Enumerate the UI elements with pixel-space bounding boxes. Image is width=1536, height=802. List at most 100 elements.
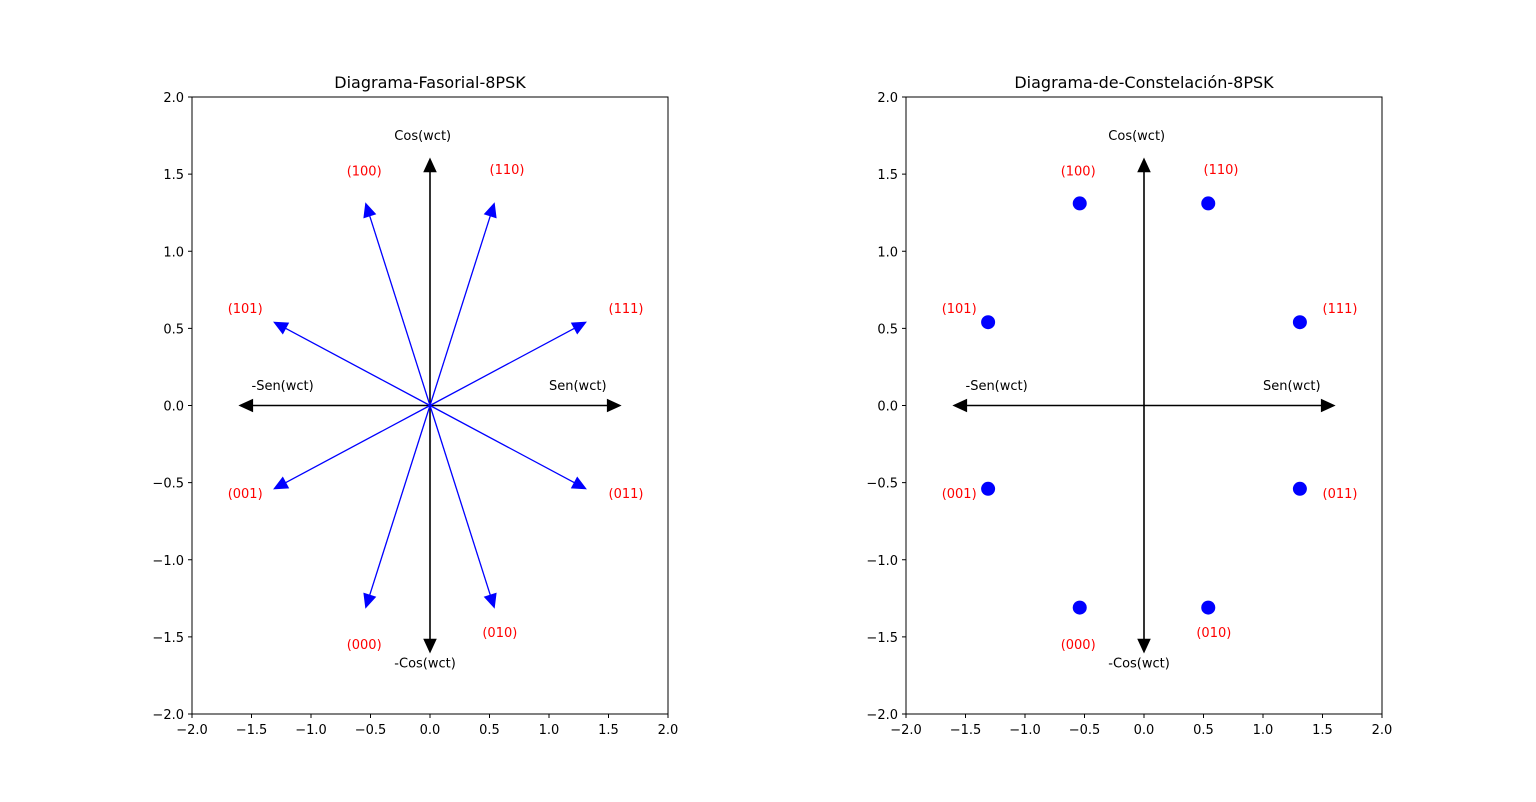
- phasor-vector-shaft: [369, 215, 431, 406]
- phasor-vector-shaft: [429, 404, 575, 484]
- y-tick-label: 2.0: [163, 91, 184, 106]
- phasor-vector-shaft: [285, 404, 431, 484]
- phasor-vector-shaft: [429, 215, 491, 406]
- phasor-vector-head: [570, 476, 587, 490]
- x-tick-label: −1.0: [295, 723, 327, 738]
- phasor-vector: [363, 405, 431, 609]
- x-tick-label: 1.0: [539, 723, 560, 738]
- axis-arrow: [1137, 405, 1151, 654]
- phasor-vector-shaft: [429, 405, 491, 596]
- x-tick-label: −1.5: [236, 723, 268, 738]
- symbol-code-label: (010): [1196, 626, 1231, 641]
- y-tick-label: 1.0: [163, 245, 184, 260]
- phasor-vector: [429, 405, 497, 609]
- x-tick-label: −0.5: [1069, 723, 1101, 738]
- axis-arrow-label: Sen(wct): [1263, 379, 1321, 394]
- axis-arrow: [1144, 398, 1336, 413]
- axis-arrow-label: Cos(wct): [394, 129, 451, 144]
- symbol-code-label: (010): [482, 626, 517, 641]
- phasor-vector-head: [483, 592, 497, 609]
- symbol-code-label: (001): [942, 487, 977, 502]
- x-tick-label: 2.0: [658, 723, 679, 738]
- phasor-vector-head: [273, 476, 290, 490]
- y-tick-label: −2.0: [866, 708, 898, 723]
- symbol-code-label: (111): [609, 302, 644, 317]
- axis-arrow-head: [1137, 638, 1151, 654]
- phasor-vector: [273, 321, 431, 407]
- axis-arrow: [430, 398, 622, 413]
- axis-arrow-label: Cos(wct): [1108, 129, 1165, 144]
- phasor-vector: [429, 404, 587, 490]
- y-tick-label: 0.0: [163, 400, 184, 415]
- symbol-code-label: (000): [347, 638, 382, 653]
- constellation-point: [981, 481, 996, 496]
- axis-arrow: [952, 398, 1144, 413]
- axis-arrow-head: [606, 398, 622, 413]
- x-tick-label: 2.0: [1372, 723, 1393, 738]
- constellation-diagram-panel: Diagrama-de-Constelación-8PSK −2.0 −1.5 −1.…: [866, 73, 1392, 738]
- phasor-diagram-panel: Diagrama-Fasorial-8PSK −2.0 −1.5 −1.0 −0.5 0.…: [152, 73, 678, 738]
- chart-title: Diagrama-de-Constelación-8PSK: [1014, 73, 1274, 92]
- axis-arrow-head: [1137, 157, 1151, 173]
- axis-arrow-head: [423, 157, 437, 173]
- x-tick-label: 0.0: [1134, 723, 1155, 738]
- y-tick-label: 0.5: [877, 322, 898, 337]
- phasor-vector: [273, 404, 431, 490]
- y-tick-label: 1.5: [163, 168, 184, 183]
- x-tick-label: −1.0: [1009, 723, 1041, 738]
- phasor-vector-shaft: [285, 327, 431, 407]
- axis-arrow: [1137, 157, 1151, 406]
- phasor-vector-shaft: [429, 327, 575, 407]
- axis-arrow: [238, 398, 430, 413]
- x-tick-label: 1.5: [598, 723, 619, 738]
- y-tick-label: 0.5: [163, 322, 184, 337]
- constellation-point: [1201, 196, 1216, 211]
- axis-arrow-head: [952, 398, 968, 413]
- y-tick-label: −1.0: [152, 554, 184, 569]
- axis-arrow-label: -Cos(wct): [1108, 657, 1170, 672]
- x-tick-label: 1.0: [1253, 723, 1274, 738]
- axis-arrow-label: -Sen(wct): [252, 379, 314, 394]
- constellation-point: [1201, 600, 1216, 615]
- y-tick-label: 1.5: [877, 168, 898, 183]
- phasor-vector-shaft: [369, 405, 431, 596]
- constellation-point: [981, 315, 996, 330]
- x-tick-label: 0.5: [1193, 723, 1214, 738]
- axis-arrow-label: Sen(wct): [549, 379, 607, 394]
- y-tick-label: −2.0: [152, 708, 184, 723]
- y-tick-label: 0.0: [877, 400, 898, 415]
- symbol-code-label: (101): [942, 302, 977, 317]
- x-tick-label: −0.5: [355, 723, 387, 738]
- phasor-vector-head: [363, 202, 377, 219]
- symbol-code-label: (111): [1323, 302, 1358, 317]
- y-tick-label: −0.5: [866, 477, 898, 492]
- x-tick-label: −2.0: [176, 723, 208, 738]
- y-tick-label: 2.0: [877, 91, 898, 106]
- symbol-code-label: (100): [1061, 165, 1096, 180]
- constellation-point: [1292, 315, 1307, 330]
- x-tick-label: 0.5: [479, 723, 500, 738]
- phasor-vector-head: [483, 202, 497, 219]
- symbol-code-label: (110): [490, 163, 525, 178]
- axis-arrow-head: [238, 398, 254, 413]
- phasor-vector: [429, 321, 587, 407]
- axis-arrow-head: [1320, 398, 1336, 413]
- phasor-vector-head: [363, 592, 377, 609]
- x-tick-label: 1.5: [1312, 723, 1333, 738]
- x-tick-label: −1.5: [950, 723, 982, 738]
- symbol-code-label: (100): [347, 165, 382, 180]
- y-tick-label: −0.5: [152, 477, 184, 492]
- symbol-code-label: (011): [609, 487, 644, 502]
- x-tick-label: 0.0: [420, 723, 441, 738]
- symbol-code-label: (110): [1204, 163, 1239, 178]
- axis-arrow: [423, 157, 437, 406]
- symbol-code-label: (011): [1323, 487, 1358, 502]
- constellation-point: [1072, 600, 1087, 615]
- axis-arrow: [423, 405, 437, 654]
- symbol-code-label: (101): [228, 302, 263, 317]
- axis-arrow-label: -Cos(wct): [394, 657, 456, 672]
- chart-title: Diagrama-Fasorial-8PSK: [334, 73, 526, 92]
- phasor-vector-head: [570, 321, 587, 335]
- y-tick-label: 1.0: [877, 245, 898, 260]
